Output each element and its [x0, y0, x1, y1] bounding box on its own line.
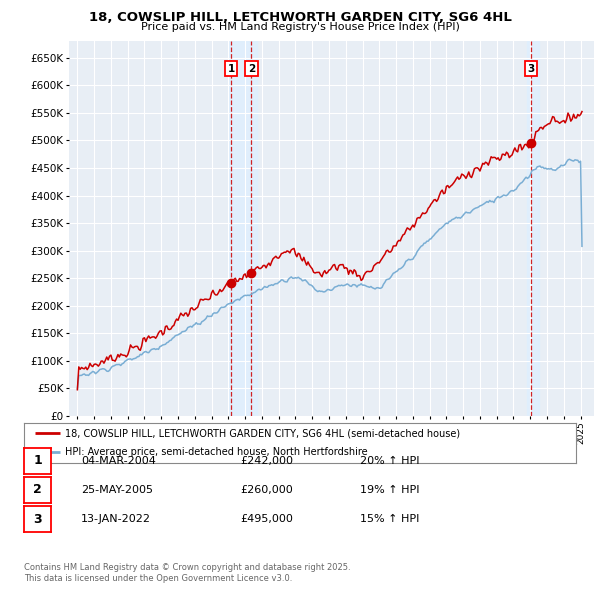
- Text: 25-MAY-2005: 25-MAY-2005: [81, 485, 153, 494]
- Text: 20% ↑ HPI: 20% ↑ HPI: [360, 456, 419, 466]
- Text: 1: 1: [227, 64, 235, 74]
- Text: 1: 1: [33, 454, 42, 467]
- Text: 13-JAN-2022: 13-JAN-2022: [81, 514, 151, 524]
- Text: 04-MAR-2004: 04-MAR-2004: [81, 456, 156, 466]
- Text: 18, COWSLIP HILL, LETCHWORTH GARDEN CITY, SG6 4HL (semi-detached house): 18, COWSLIP HILL, LETCHWORTH GARDEN CITY…: [65, 428, 461, 438]
- Text: HPI: Average price, semi-detached house, North Hertfordshire: HPI: Average price, semi-detached house,…: [65, 447, 368, 457]
- Text: 2: 2: [248, 64, 255, 74]
- Text: Contains HM Land Registry data © Crown copyright and database right 2025.
This d: Contains HM Land Registry data © Crown c…: [24, 563, 350, 583]
- Text: Price paid vs. HM Land Registry's House Price Index (HPI): Price paid vs. HM Land Registry's House …: [140, 22, 460, 32]
- Bar: [527, 41, 539, 416]
- Text: 3: 3: [33, 513, 42, 526]
- Bar: [229, 41, 257, 416]
- Text: 19% ↑ HPI: 19% ↑ HPI: [360, 485, 419, 494]
- Text: £495,000: £495,000: [240, 514, 293, 524]
- Text: £242,000: £242,000: [240, 456, 293, 466]
- Text: 15% ↑ HPI: 15% ↑ HPI: [360, 514, 419, 524]
- Text: 18, COWSLIP HILL, LETCHWORTH GARDEN CITY, SG6 4HL: 18, COWSLIP HILL, LETCHWORTH GARDEN CITY…: [89, 11, 511, 24]
- Text: £260,000: £260,000: [240, 485, 293, 494]
- Text: 3: 3: [527, 64, 535, 74]
- Text: 2: 2: [33, 483, 42, 496]
